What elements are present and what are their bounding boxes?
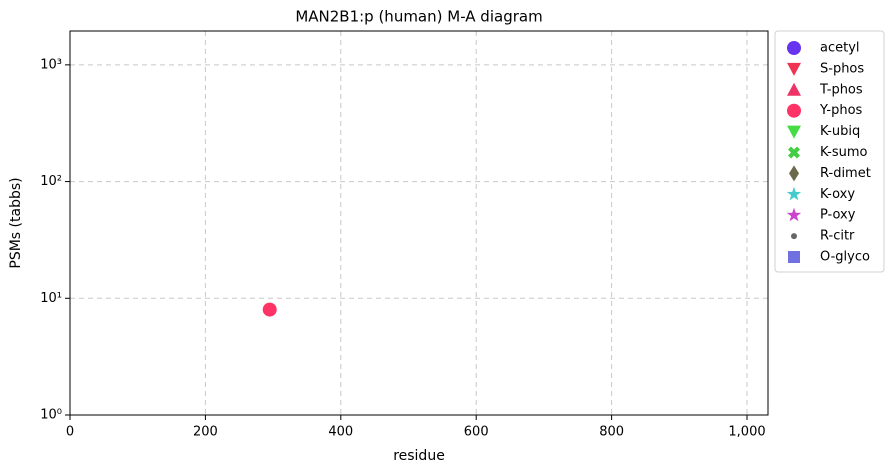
x-tick-label: 400 [328,425,353,440]
y-tick-label: 10³ [40,57,62,72]
legend-label: T-phos [819,82,863,97]
legend-marker [787,125,801,139]
legend-label: R-citr [820,229,855,244]
x-tick-label: 600 [464,425,489,440]
y-tick-label: 10¹ [40,291,62,306]
data-point [262,302,277,317]
legend-marker [791,233,797,240]
x-tick-label: 800 [599,425,624,440]
legend-label: K-sumo [820,145,868,160]
legend-label: P-oxy [820,208,856,223]
legend-label: S-phos [820,61,864,76]
legend-label: Y-phos [819,103,863,118]
legend-label: O-glyco [820,250,870,265]
plot-frame [69,30,769,416]
x-tick-label: 1,000 [728,425,765,440]
legend-box [774,30,885,273]
legend-marker [787,82,801,96]
legend-marker [787,62,801,76]
legend-marker [788,146,800,159]
x-tick-label: 0 [66,425,74,440]
y-tick-label: 10⁰ [40,408,62,423]
legend-marker [787,41,801,55]
legend-marker [787,103,801,118]
legend-label: R-dimet [820,166,871,181]
legend-label: K-oxy [820,187,855,202]
x-tick-label: 200 [193,425,218,440]
y-tick-label: 10² [40,174,62,189]
chart-title: MAN2B1:p (human) M-A diagram [295,8,542,26]
legend-marker [788,251,800,263]
x-axis-label: residue [393,448,445,464]
legend-label: K-ubiq [820,124,860,139]
legend-label: acetyl [820,41,860,56]
legend-marker [786,186,802,201]
y-axis-label: PSMs (tabbs) [8,177,24,268]
legend-marker [786,207,802,222]
legend-marker [789,165,799,182]
